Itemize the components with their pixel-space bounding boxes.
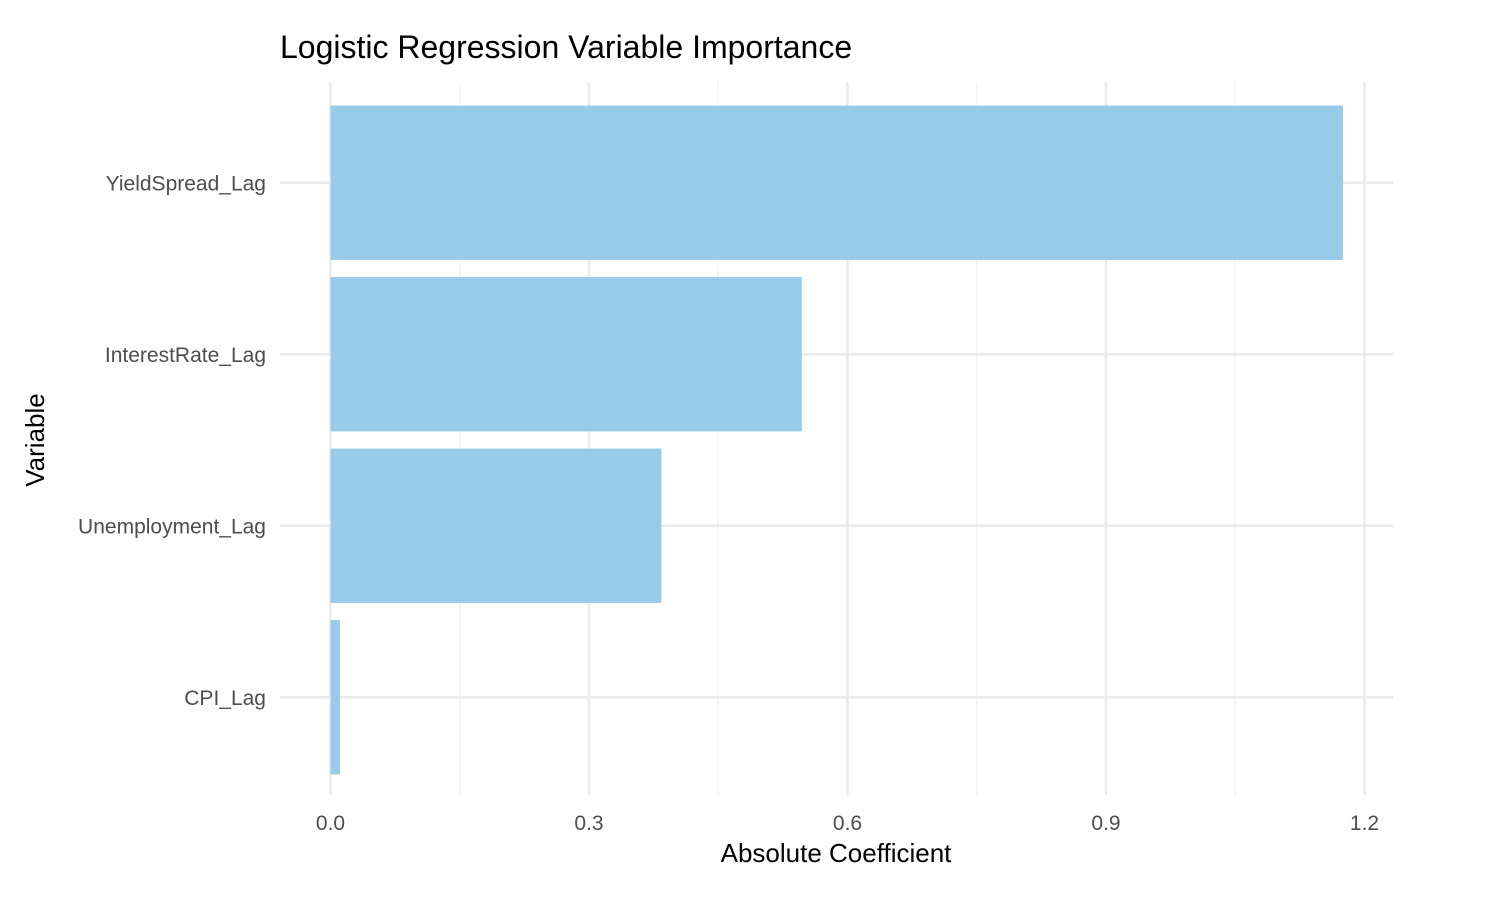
x-axis-title: Absolute Coefficient: [721, 838, 953, 868]
x-tick-label: 0.6: [833, 812, 862, 835]
chart-title: Logistic Regression Variable Importance: [280, 29, 852, 65]
bar-unemployment-lag: [330, 448, 662, 603]
bar-yieldspread-lag: [330, 105, 1343, 260]
x-tick-label: 0.9: [1091, 812, 1120, 835]
x-tick-label: 0.0: [316, 812, 345, 835]
bar-layer: [330, 105, 1343, 775]
x-tick-label: 1.2: [1350, 812, 1379, 835]
bar-interestrate-lag: [330, 277, 802, 432]
y-tick-label: InterestRate_Lag: [105, 344, 266, 367]
tick-layer: YieldSpread_Lag InterestRate_Lag Unemploym…: [78, 172, 1379, 835]
y-tick-label: YieldSpread_Lag: [106, 172, 266, 195]
y-tick-label: Unemployment_Lag: [78, 515, 266, 538]
x-tick-label: 0.3: [574, 812, 603, 835]
y-axis-title: Variable: [20, 393, 50, 486]
bar-cpi-lag: [330, 620, 340, 775]
y-tick-label: CPI_Lag: [184, 687, 266, 710]
